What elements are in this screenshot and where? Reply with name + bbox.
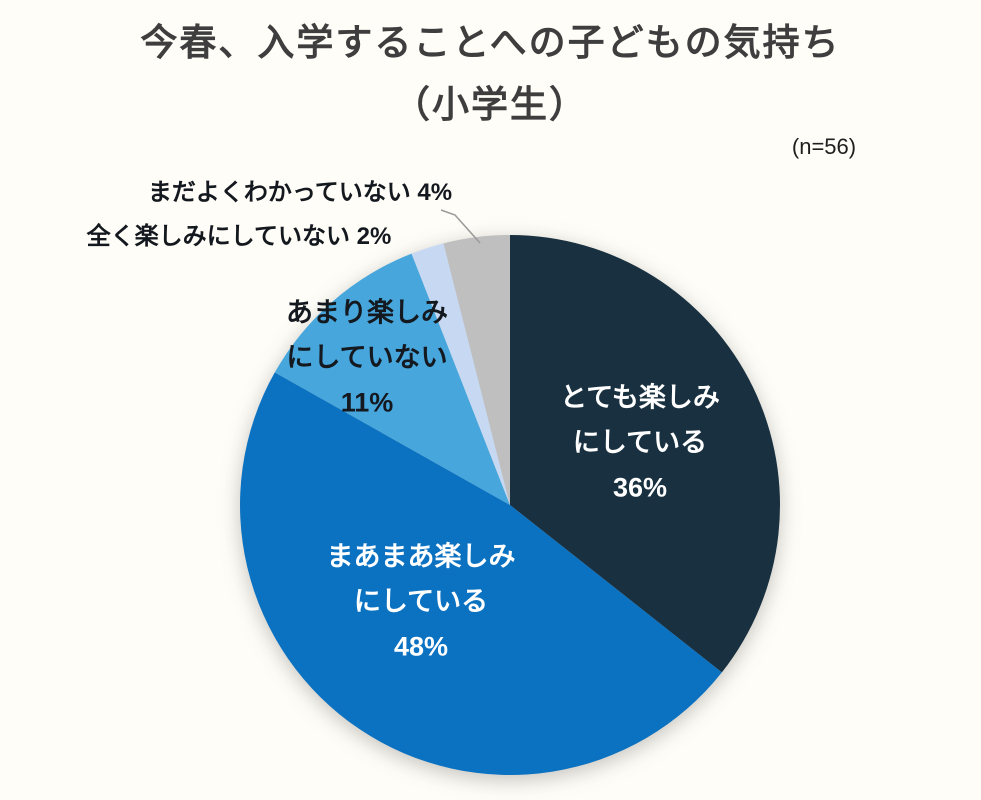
leader-line-5	[440, 209, 481, 244]
chart-title: 今春、入学することへの子どもの気持ち （小学生）	[0, 12, 981, 136]
pie-slice-3	[274, 253, 510, 505]
pie-slice-1	[510, 235, 780, 673]
sample-size-label: (n=56)	[791, 134, 857, 159]
pie-slice-4	[411, 243, 510, 505]
chart-title-line1: 今春、入学することへの子どもの気持ち	[140, 22, 841, 63]
leader-lines-group	[440, 209, 481, 244]
chart-title-line2: （小学生）	[393, 84, 588, 125]
pie-slice-2	[240, 372, 722, 775]
pie-slices-group	[240, 235, 780, 775]
pie-slice-5	[443, 235, 510, 505]
